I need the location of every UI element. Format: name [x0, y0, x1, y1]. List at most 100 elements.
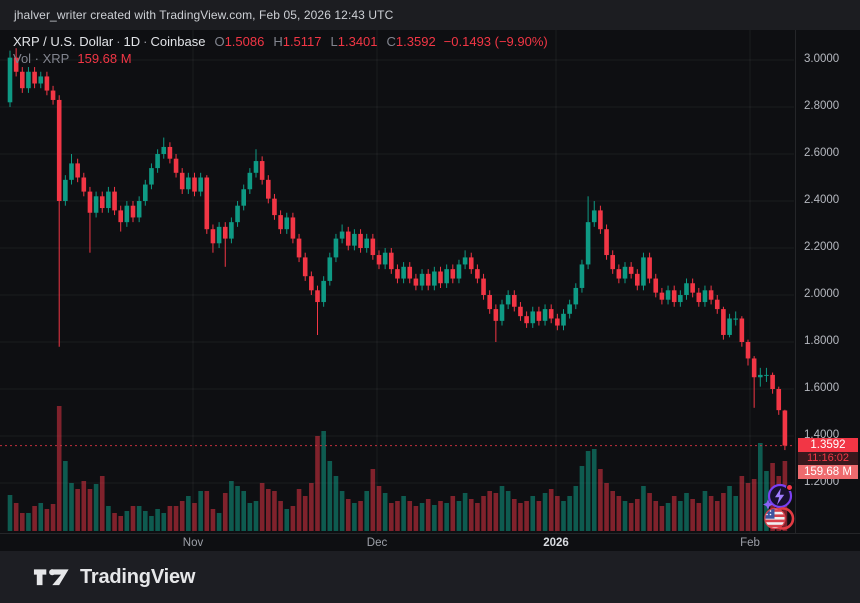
last-price-badge: 1.3592: [798, 438, 858, 452]
candle-body: [604, 229, 609, 256]
volume-bar: [764, 471, 769, 531]
tradingview-logo[interactable]: TradingView: [33, 563, 195, 591]
candle-body: [628, 266, 634, 274]
candle-body: [610, 255, 615, 270]
candle-body: [567, 304, 572, 314]
candle-body: [235, 205, 240, 223]
volume-label[interactable]: Vol · XRP: [13, 51, 70, 66]
volume-bar: [505, 491, 511, 531]
candle-body: [179, 172, 185, 190]
candle-body: [253, 161, 259, 173]
volume-bar: [512, 499, 517, 531]
volume-bar: [475, 503, 480, 531]
candle-body: [222, 226, 228, 239]
volume-bar: [376, 486, 382, 531]
symbol-title[interactable]: XRP / U.S. Dollar: [13, 34, 114, 49]
candle-body: [149, 168, 154, 185]
volume-bar: [7, 495, 13, 531]
volume-bar: [641, 486, 646, 531]
volume-bar: [684, 493, 689, 531]
candle-body: [456, 264, 462, 279]
candle-body: [432, 271, 437, 286]
candle-body: [26, 71, 31, 89]
high-label: H: [273, 34, 283, 49]
lightning-widget-icon[interactable]: [763, 482, 795, 518]
volume-bar: [284, 509, 290, 531]
candle-body: [50, 90, 56, 100]
candle-body: [167, 146, 173, 159]
candle-body: [259, 161, 265, 180]
interval-label[interactable]: 1D: [123, 34, 141, 49]
volume-bar: [610, 491, 615, 531]
volume-bar: [622, 501, 628, 531]
volume-bar: [296, 489, 302, 531]
candle-body: [124, 205, 130, 223]
candle-body: [143, 184, 148, 201]
candle-body: [481, 278, 486, 295]
volume-bar: [272, 491, 277, 531]
volume-bar: [671, 496, 677, 531]
volume-bar: [339, 491, 345, 531]
time-axis[interactable]: Nov Dec 2026 Feb: [0, 535, 797, 551]
volume-bar: [87, 489, 93, 531]
volume-bar: [727, 486, 732, 531]
volume-bar: [462, 493, 468, 531]
candle-body: [32, 71, 37, 84]
candle-body: [389, 252, 394, 270]
candle-body: [782, 410, 788, 446]
candle-body: [696, 292, 702, 303]
candle-body: [733, 318, 738, 320]
volume-bar: [542, 493, 548, 531]
candle-body: [284, 217, 290, 230]
volume-bar: [229, 481, 234, 531]
volume-bar: [739, 476, 745, 531]
candle-body: [739, 318, 745, 342]
candle-body: [616, 269, 622, 279]
volume-bar: [487, 491, 492, 531]
attribution-text: jhalver_writer created with TradingView.…: [14, 8, 394, 22]
volume-badge-value: 159.68 M: [804, 466, 852, 478]
candle-body: [487, 295, 492, 310]
volume-bar: [758, 443, 763, 531]
candle-body: [106, 191, 111, 209]
volume-bar: [155, 509, 160, 531]
candle-body: [573, 287, 579, 305]
volume-bar: [696, 503, 702, 531]
candle-body: [216, 226, 222, 244]
candle-body: [751, 358, 757, 378]
candle-body: [542, 309, 548, 321]
volume-bar: [161, 513, 167, 531]
candlestick-chart[interactable]: [0, 0, 860, 551]
candle-body: [333, 238, 339, 258]
candle-body: [678, 295, 683, 303]
separator-dot: ·: [116, 34, 121, 49]
candle-body: [684, 283, 689, 295]
candle-body: [136, 201, 142, 218]
candle-body: [450, 269, 456, 279]
last-price-value: 1.3592: [810, 439, 846, 451]
candle-body: [210, 229, 216, 244]
candle-body: [622, 266, 628, 279]
tradingview-logo-icon: [33, 569, 69, 586]
candle-body: [518, 306, 523, 317]
candle-body: [112, 191, 117, 211]
volume-bar: [604, 483, 609, 531]
volume-bar: [721, 493, 726, 531]
us-flag-event-icon[interactable]: [762, 505, 796, 537]
candle-body: [462, 257, 468, 265]
volume-bar: [93, 484, 99, 531]
volume-bar: [81, 481, 87, 531]
volume-bar: [370, 469, 376, 531]
volume-bar: [499, 486, 505, 531]
open-label: O: [214, 34, 225, 49]
candle-body: [272, 198, 277, 216]
tradingview-logo-text: TradingView: [80, 565, 196, 588]
time-tick-label: Nov: [182, 537, 204, 549]
volume-bar: [290, 506, 296, 531]
volume-bar: [413, 506, 419, 531]
volume-bar: [315, 436, 320, 531]
legend-row-volume: Vol · XRP 159.68 M: [13, 50, 548, 67]
candle-body: [714, 299, 720, 310]
exchange-label[interactable]: Coinbase: [150, 34, 206, 49]
candle-body: [727, 318, 732, 335]
